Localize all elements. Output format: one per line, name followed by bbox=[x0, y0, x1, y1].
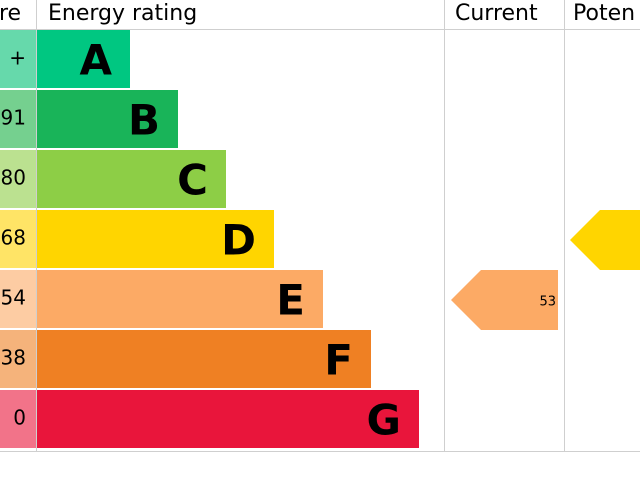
rating-letter: B bbox=[128, 96, 160, 145]
rating-letter: F bbox=[324, 336, 353, 385]
rating-bar bbox=[37, 330, 371, 388]
current-value: 53 bbox=[539, 295, 556, 310]
rating-bar bbox=[37, 90, 178, 148]
score-cell bbox=[0, 270, 36, 328]
rating-bar bbox=[37, 210, 274, 268]
score-label: 0 bbox=[13, 406, 26, 430]
score-label: 91 bbox=[1, 106, 26, 130]
rating-header: Energy rating bbox=[48, 1, 197, 26]
rating-letter: G bbox=[367, 396, 401, 445]
potential-header: Poten bbox=[573, 1, 635, 26]
rating-letter: D bbox=[221, 216, 256, 265]
rating-letter: A bbox=[79, 36, 112, 85]
score-label: 38 bbox=[1, 346, 26, 370]
rating-letter: E bbox=[276, 276, 305, 325]
score-cell bbox=[0, 90, 36, 148]
score-label: + bbox=[9, 46, 26, 70]
score-cell bbox=[0, 210, 36, 268]
rating-bar bbox=[37, 390, 419, 448]
rating-bar bbox=[37, 150, 226, 208]
score-cell bbox=[0, 150, 36, 208]
potential-arrow bbox=[570, 210, 640, 270]
score-label: 68 bbox=[1, 226, 26, 250]
score-header: re bbox=[0, 1, 21, 26]
score-cell bbox=[0, 390, 36, 448]
score-cell bbox=[0, 30, 36, 88]
rating-letter: C bbox=[177, 156, 208, 205]
score-label: 54 bbox=[1, 286, 26, 310]
score-cell bbox=[0, 330, 36, 388]
current-arrow bbox=[451, 270, 558, 330]
score-label: 80 bbox=[1, 166, 26, 190]
current-header: Current bbox=[455, 1, 538, 26]
rating-bar bbox=[37, 270, 323, 328]
rating-bar bbox=[37, 30, 130, 88]
